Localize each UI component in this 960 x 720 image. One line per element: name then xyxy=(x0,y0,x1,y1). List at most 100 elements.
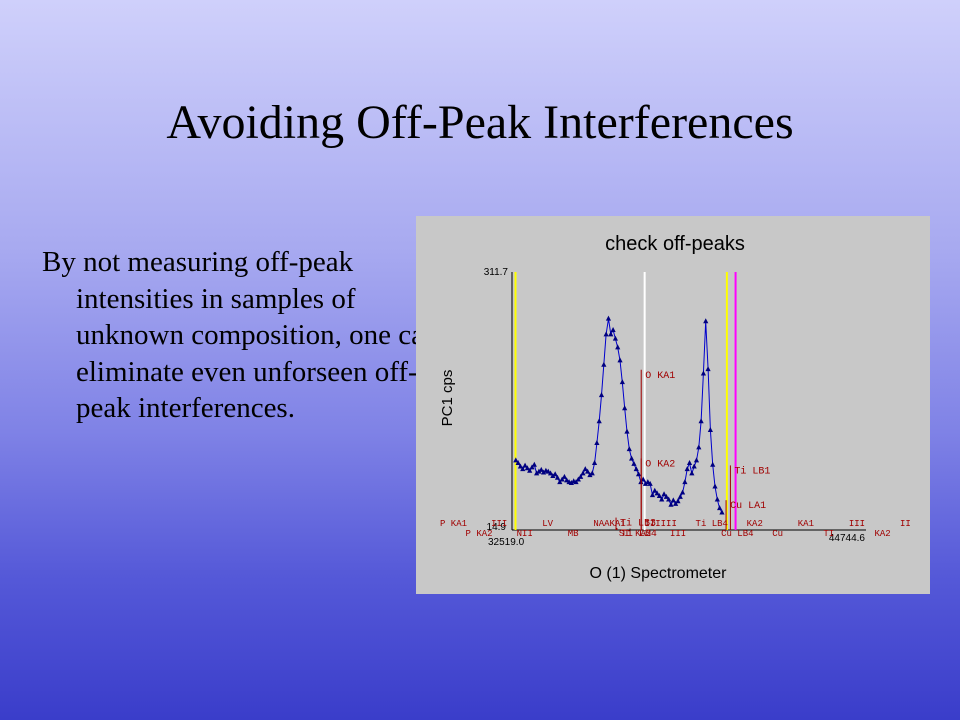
vertical-markers xyxy=(514,272,737,530)
data-point xyxy=(591,459,598,465)
data-point xyxy=(582,466,588,472)
data-point xyxy=(559,476,565,482)
data-point xyxy=(522,462,528,468)
chart-title: check off-peaks xyxy=(605,233,745,255)
baseline-label-16: III xyxy=(849,519,865,529)
data-point xyxy=(608,331,614,337)
baseline-label-4: LV xyxy=(542,519,553,529)
peak-label-1: O KA2 xyxy=(645,459,675,470)
baseline-label-12: KA2 xyxy=(747,519,763,529)
baseline-label-10: Ti LB4 xyxy=(696,519,728,529)
data-point xyxy=(622,405,628,411)
data-point xyxy=(538,466,544,472)
data-point xyxy=(603,331,609,337)
data-point xyxy=(550,473,556,479)
y-axis-title: PC1 cps xyxy=(439,370,456,427)
data-point xyxy=(529,464,535,470)
data-point xyxy=(575,476,581,482)
baseline-label-0: P KA1 xyxy=(440,519,467,529)
data-point xyxy=(610,326,616,332)
data-point xyxy=(520,466,526,472)
data-point xyxy=(513,457,519,463)
data-point xyxy=(547,470,554,476)
baseline-label-8: IIIIII xyxy=(644,519,676,529)
data-point xyxy=(677,493,683,499)
chart-background xyxy=(416,216,930,594)
baseline-label-9: III xyxy=(670,529,686,539)
baseline-label-15: TI xyxy=(823,529,834,539)
data-point xyxy=(654,490,660,496)
y-axis-bottom-label: 14.9 xyxy=(487,522,507,533)
data-point xyxy=(554,474,561,480)
series-layer xyxy=(513,315,725,515)
data-point xyxy=(619,379,625,385)
baseline-label-14: KA1 xyxy=(798,519,814,529)
data-point xyxy=(540,469,547,475)
baseline-label-6: NAAKA1 xyxy=(593,519,625,529)
data-point xyxy=(536,468,542,474)
peak-label-0: O KA1 xyxy=(645,371,675,382)
data-point xyxy=(517,463,524,469)
data-point xyxy=(568,479,574,485)
data-point xyxy=(573,479,579,485)
baseline-label-17: KA2 xyxy=(874,529,890,539)
data-point xyxy=(615,344,621,350)
data-point xyxy=(561,473,568,479)
data-point xyxy=(714,496,720,502)
baseline-label-11: Cu LB4 xyxy=(721,529,753,539)
data-point xyxy=(712,483,718,489)
data-point xyxy=(633,466,639,472)
data-point xyxy=(705,366,711,372)
data-point xyxy=(624,428,630,434)
data-point xyxy=(598,392,605,398)
data-point xyxy=(594,439,600,445)
data-point xyxy=(531,461,537,467)
data-point xyxy=(717,505,723,511)
data-point xyxy=(693,457,700,463)
data-point xyxy=(686,459,693,465)
baseline-label-13: Cu xyxy=(772,529,783,539)
baseline-label-3: NII xyxy=(517,529,533,539)
data-point xyxy=(605,315,612,321)
data-point xyxy=(668,501,674,507)
peak-label-2: Ti LB1 xyxy=(734,465,770,477)
data-point xyxy=(527,467,533,473)
data-point xyxy=(661,491,667,497)
baseline-label-1: P KA2 xyxy=(466,529,493,539)
chart-panel: check off-peaks 311.7 14.9 32519.0 44744… xyxy=(416,216,930,594)
data-point xyxy=(710,461,716,467)
data-point xyxy=(647,480,653,486)
data-point xyxy=(557,479,563,485)
data-point xyxy=(629,455,635,461)
data-point xyxy=(679,489,686,495)
body-text: By not measuring off-peak intensities in… xyxy=(42,246,439,424)
data-point xyxy=(663,493,669,499)
chart-svg: check off-peaks 311.7 14.9 32519.0 44744… xyxy=(416,216,930,594)
data-point xyxy=(719,509,725,515)
x-axis-left-label: 32519.0 xyxy=(488,537,525,548)
data-point xyxy=(587,472,593,478)
slide-title: Avoiding Off-Peak Interferences xyxy=(166,96,794,149)
data-point xyxy=(666,496,672,502)
data-point xyxy=(631,460,637,466)
data-point xyxy=(640,476,646,482)
data-point xyxy=(642,480,649,486)
data-point xyxy=(675,498,681,504)
data-point xyxy=(601,361,607,367)
peak-label-5: Ti LB4 xyxy=(621,528,657,540)
data-point xyxy=(684,466,690,472)
data-point xyxy=(698,418,704,424)
data-point xyxy=(652,487,658,493)
data-point xyxy=(673,500,679,506)
data-point xyxy=(656,493,663,499)
baseline-label-5: MB xyxy=(568,529,579,539)
x-axis-title: O (1) Spectrometer xyxy=(590,565,728,582)
data-point xyxy=(589,470,595,476)
data-point xyxy=(635,471,642,477)
data-point xyxy=(626,446,632,452)
data-point xyxy=(524,465,530,471)
data-point xyxy=(578,473,584,479)
baseline-label-2: III xyxy=(491,519,507,529)
y-axis-top-label: 311.7 xyxy=(484,267,509,278)
